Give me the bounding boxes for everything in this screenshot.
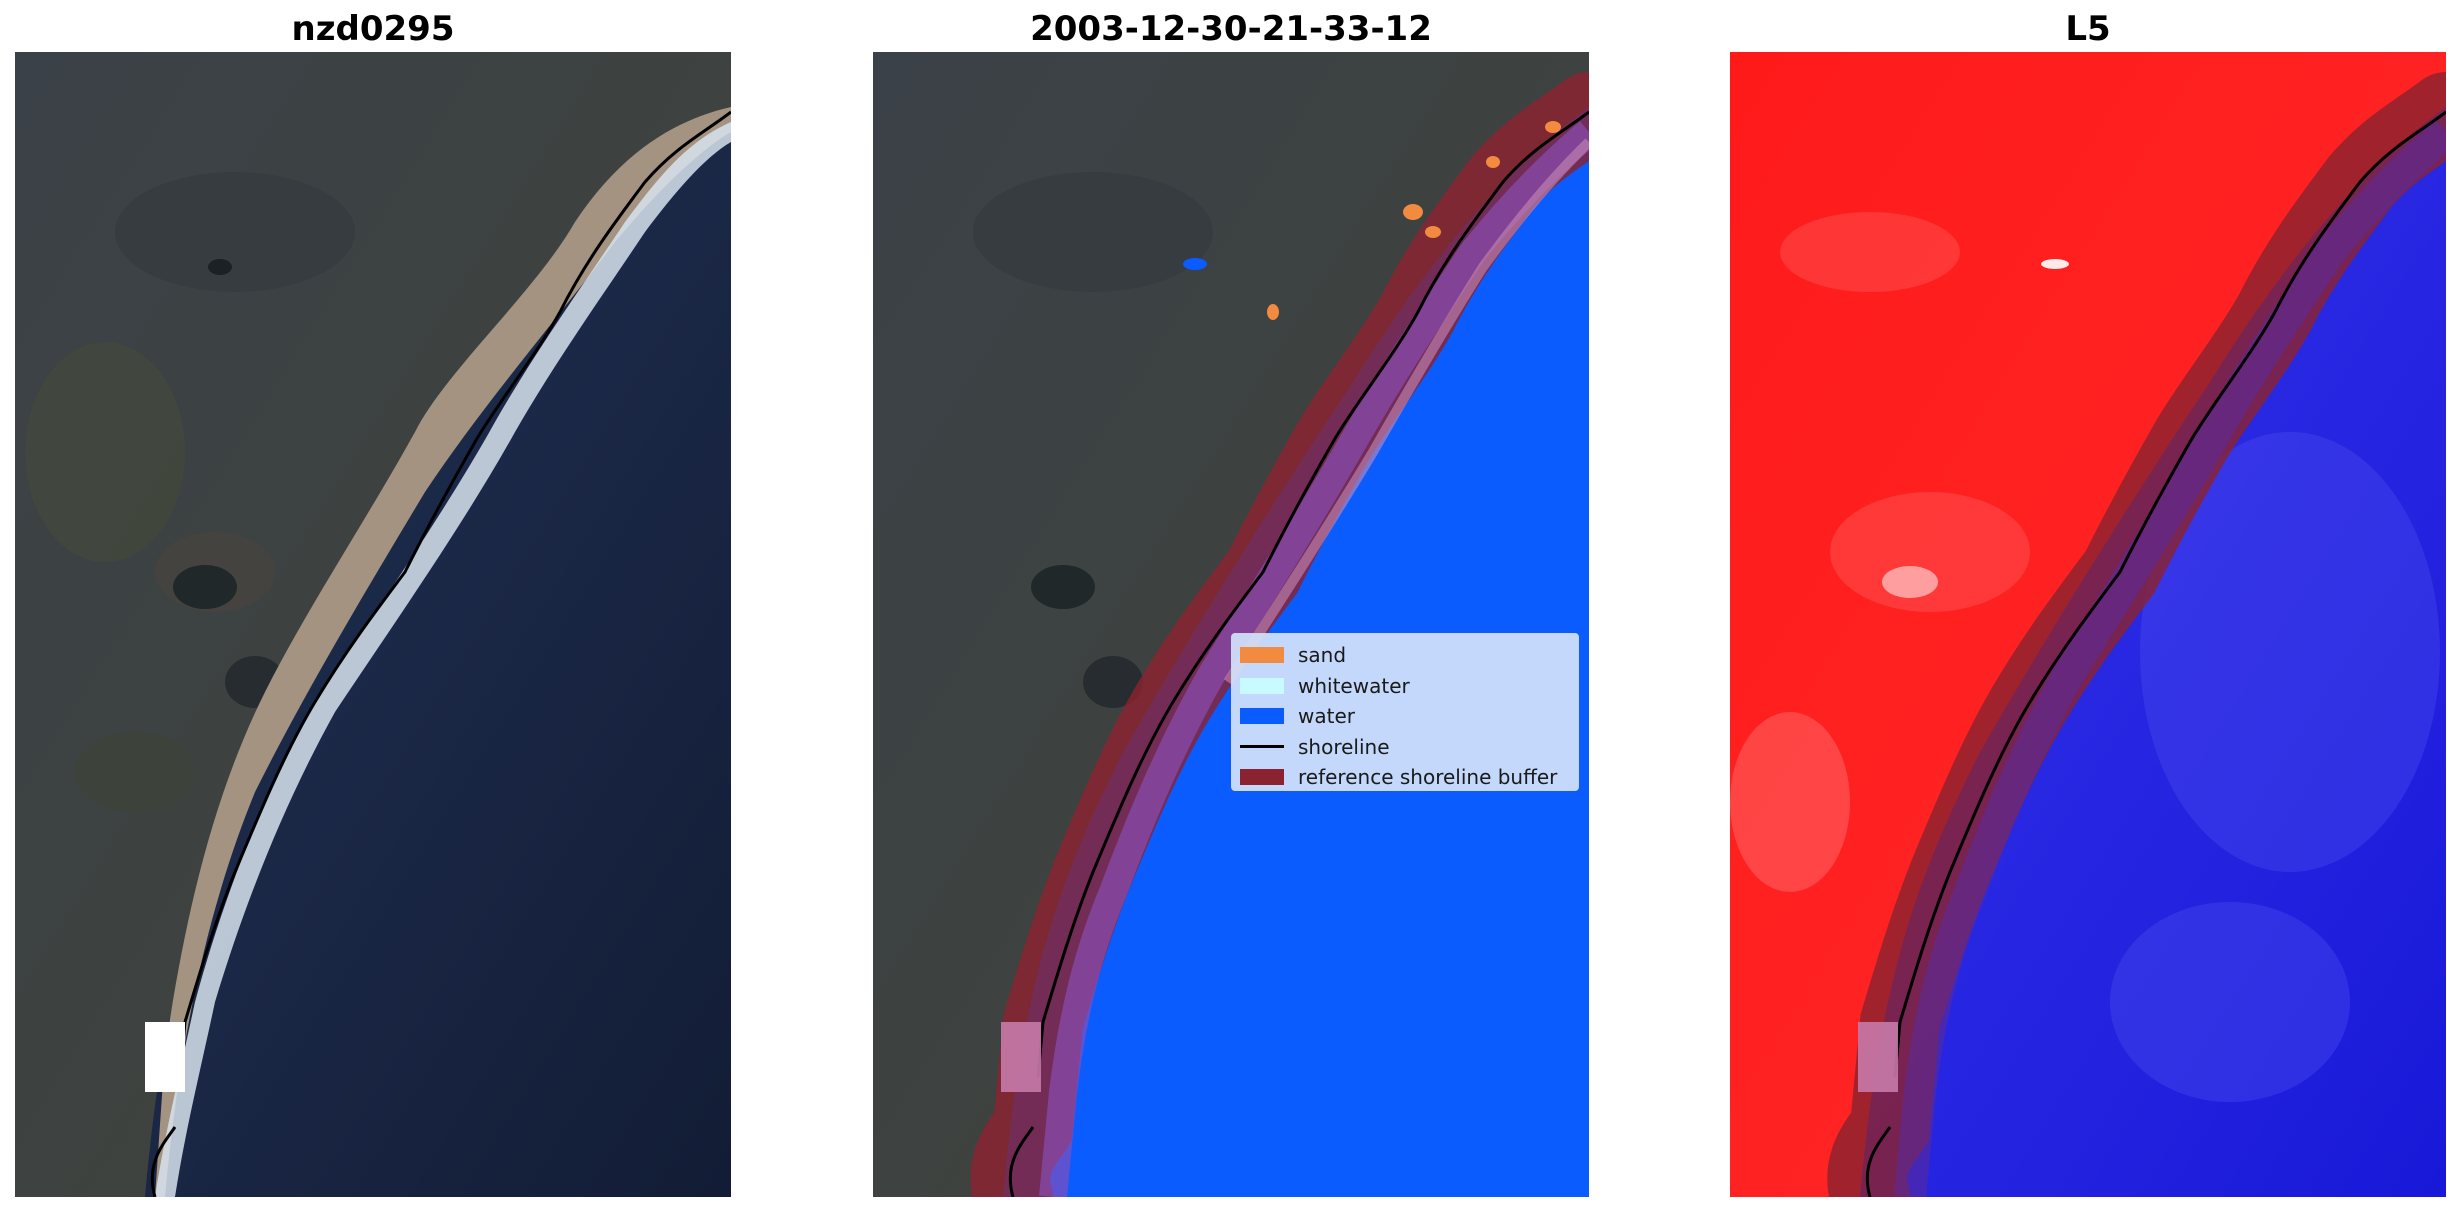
shoreline-line xyxy=(150,110,731,1197)
rgb-image-panel xyxy=(15,52,731,1197)
legend-swatch-water xyxy=(1240,708,1284,725)
legend-item-buffer: reference shoreline buffer xyxy=(1240,762,1570,793)
nodata-mask xyxy=(145,1022,185,1092)
legend-label: water xyxy=(1298,704,1355,729)
legend: sand whitewater water shoreline referenc… xyxy=(1231,633,1579,791)
legend-item-sand: sand xyxy=(1240,640,1570,671)
legend-label: sand xyxy=(1298,643,1347,668)
legend-item-shoreline: shoreline xyxy=(1240,732,1570,763)
legend-item-whitewater: whitewater xyxy=(1240,671,1570,702)
panel-title-classified: 2003-12-30-21-33-12 xyxy=(1030,9,1432,49)
legend-swatch-buffer xyxy=(1240,769,1284,786)
panel-title-index: L5 xyxy=(2065,9,2111,49)
legend-item-water: water xyxy=(1240,701,1570,732)
index-image-panel xyxy=(1730,52,2446,1197)
legend-swatch-whitewater xyxy=(1240,677,1284,694)
legend-label: reference shoreline buffer xyxy=(1298,765,1558,790)
classified-image xyxy=(873,52,1589,1197)
rgb-satellite-image xyxy=(15,52,731,1197)
legend-line-shoreline xyxy=(1240,745,1284,749)
legend-label: whitewater xyxy=(1298,673,1410,698)
legend-swatch-sand xyxy=(1240,647,1284,664)
classified-image-panel xyxy=(873,52,1589,1197)
index-image xyxy=(1730,52,2446,1197)
legend-label: shoreline xyxy=(1298,734,1390,759)
panel-title-rgb: nzd0295 xyxy=(291,9,455,49)
